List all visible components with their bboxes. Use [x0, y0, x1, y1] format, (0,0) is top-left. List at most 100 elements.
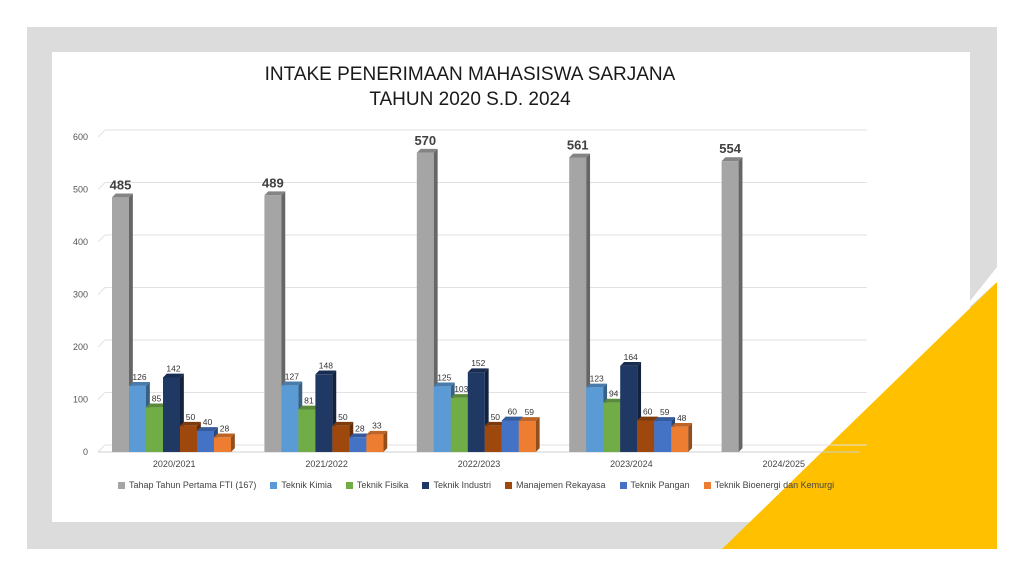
data-label: 489 — [262, 175, 284, 190]
gridline-depth — [97, 444, 106, 453]
gridline-depth — [97, 287, 106, 295]
bar-side — [586, 153, 591, 452]
bar-top — [129, 382, 150, 386]
bar — [603, 402, 621, 452]
data-label: 142 — [166, 363, 180, 373]
data-label: 59 — [525, 407, 535, 417]
bar-top — [620, 362, 642, 366]
y-tick-label: 400 — [73, 237, 88, 247]
legend-label: Teknik Fisika — [356, 480, 409, 490]
gridline-depth — [97, 182, 106, 190]
data-label: 103 — [454, 384, 468, 394]
bar-top — [467, 368, 489, 373]
x-tick-label: 2023/2024 — [610, 459, 653, 469]
legend-item: Tahap Tahun Pertama FTI (167) — [118, 480, 256, 490]
bar — [129, 385, 146, 452]
bar-top — [214, 433, 235, 438]
legend-swatch — [118, 481, 125, 489]
bar — [569, 157, 587, 452]
legend-item: Manajemen Rekayasa — [504, 480, 606, 490]
bar — [366, 434, 384, 452]
x-tick-label: 2024/2025 — [763, 459, 806, 469]
data-label: 485 — [110, 177, 132, 192]
bar-top — [569, 153, 591, 158]
data-label: 50 — [491, 412, 501, 422]
bar-top — [298, 405, 320, 410]
bar-top — [484, 421, 506, 426]
data-label: 123 — [590, 373, 604, 383]
bar — [332, 425, 350, 452]
bar — [654, 421, 672, 452]
legend-swatch — [270, 481, 278, 489]
legend-label: Teknik Bioenergi dan Kemurgi — [714, 480, 835, 490]
legend-item: Teknik Bioenergi dan Kemurgi — [703, 480, 835, 490]
accent-triangle — [722, 282, 997, 549]
y-tick-label: 100 — [73, 395, 88, 405]
legend-swatch — [703, 481, 711, 489]
chart-title: INTAKE PENERIMAAN MAHASISWA SARJANA — [264, 64, 676, 85]
bar-top — [366, 430, 388, 435]
bar — [586, 387, 604, 452]
gridline-depth — [97, 392, 106, 400]
bar-top — [281, 381, 303, 386]
bar-top — [450, 394, 472, 398]
data-label: 81 — [304, 395, 314, 405]
bar — [484, 425, 502, 452]
bar — [264, 195, 282, 452]
legend-item: Teknik Industri — [422, 480, 491, 490]
bar-top — [416, 148, 438, 153]
data-label: 152 — [471, 358, 485, 368]
bar-top — [586, 383, 608, 388]
data-label: 570 — [414, 133, 436, 148]
legend-swatch — [619, 481, 627, 489]
bar-side — [535, 417, 540, 452]
legend-swatch — [345, 481, 353, 489]
legend-label: Teknik Kimia — [281, 480, 332, 490]
data-label: 33 — [372, 421, 382, 431]
bar — [214, 437, 231, 452]
bar-top — [112, 193, 133, 198]
data-label: 85 — [152, 393, 162, 403]
data-label: 28 — [220, 423, 230, 433]
legend-swatch — [422, 481, 430, 489]
bar — [163, 377, 180, 452]
bar-top — [315, 370, 337, 375]
bar — [433, 386, 451, 452]
chart-subtitle: TAHUN 2020 S.D. 2024 — [369, 89, 571, 110]
bar — [721, 161, 739, 452]
bar-top — [671, 422, 693, 427]
legend-label: Teknik Pangan — [630, 480, 690, 490]
bar-top — [180, 421, 201, 426]
y-tick-label: 600 — [73, 132, 88, 142]
bar-top — [264, 191, 286, 196]
data-label: 28 — [355, 423, 365, 433]
gridline-depth — [97, 129, 106, 138]
x-tick-label: 2020/2021 — [153, 459, 196, 469]
data-label: 561 — [567, 137, 589, 152]
data-label: 126 — [132, 372, 146, 382]
y-tick-label: 500 — [73, 185, 88, 195]
legend-label: Teknik Industri — [433, 480, 491, 490]
data-label: 164 — [624, 352, 638, 362]
data-label: 50 — [338, 412, 348, 422]
bar-side — [688, 422, 693, 452]
bar-side — [433, 148, 438, 452]
bar — [180, 425, 197, 452]
bar — [281, 385, 299, 452]
bar-top — [349, 433, 371, 438]
bar — [637, 420, 655, 452]
gridline-depth — [97, 234, 106, 243]
data-label: 40 — [203, 417, 213, 427]
bar — [197, 431, 214, 452]
bar-top — [654, 417, 676, 422]
bar-top — [501, 416, 523, 421]
bar — [450, 397, 468, 452]
data-label: 554 — [719, 141, 741, 156]
bar-top — [433, 382, 455, 387]
bar-top — [197, 427, 218, 431]
bar — [518, 421, 536, 452]
x-tick-label: 2022/2023 — [458, 459, 501, 469]
data-label: 48 — [677, 413, 687, 423]
chart-title-block: INTAKE PENERIMAAN MAHASISWA SARJANA TAHU… — [200, 62, 740, 112]
